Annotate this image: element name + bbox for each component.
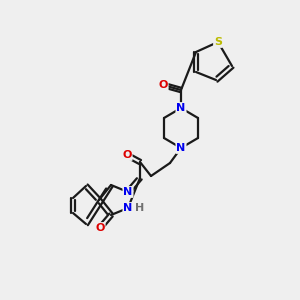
Text: N: N [176, 143, 186, 153]
Text: N: N [176, 103, 186, 113]
Text: O: O [122, 150, 132, 160]
Text: S: S [214, 37, 222, 47]
Text: O: O [158, 80, 168, 90]
Text: O: O [95, 223, 105, 233]
Text: H: H [135, 203, 145, 213]
Text: N: N [123, 203, 133, 213]
Text: N: N [123, 187, 133, 197]
